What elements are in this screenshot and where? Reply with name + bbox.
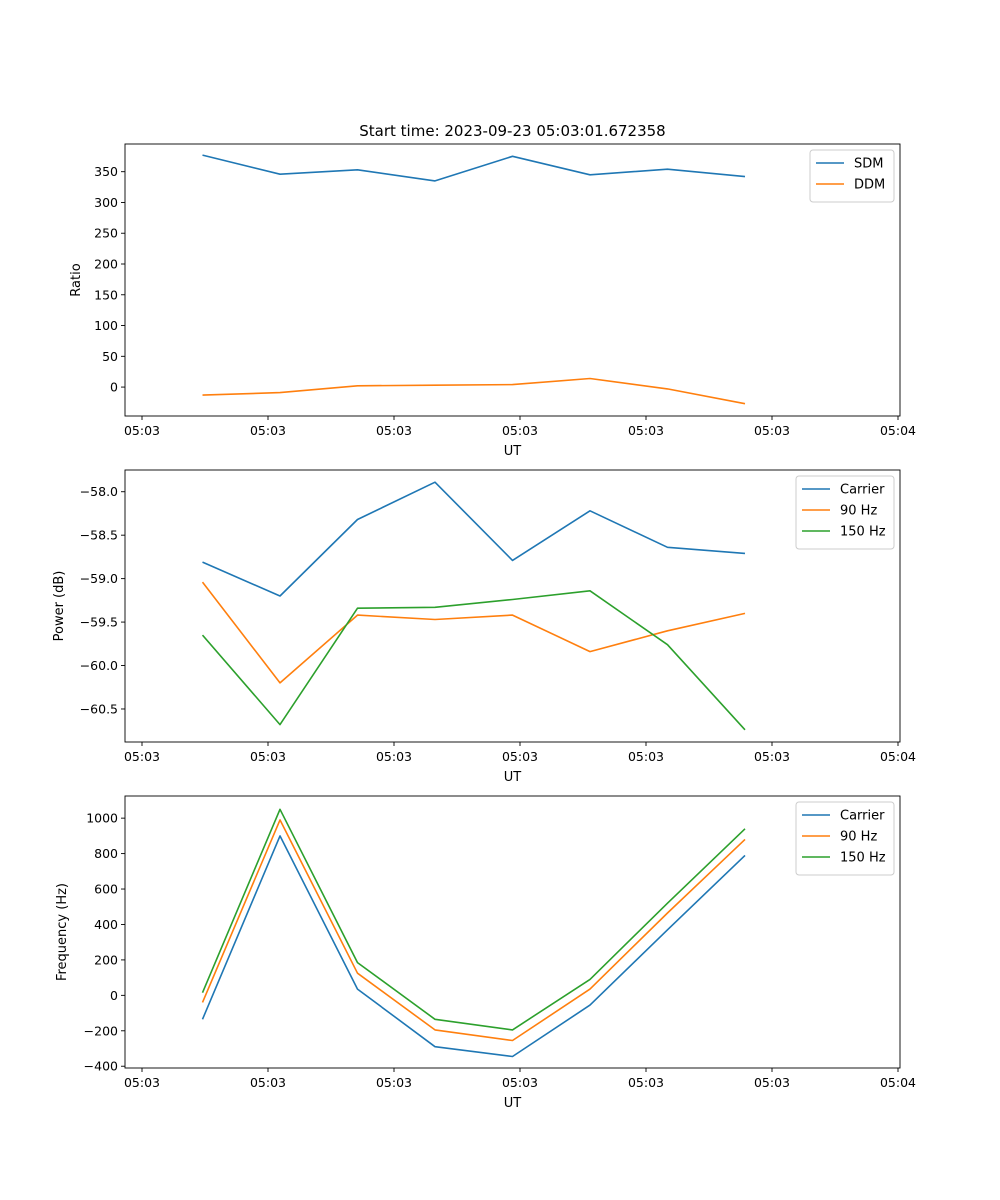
chart-1: 05:03 05:03 05:03 05:03 05:03 05:03 05:04 0 50 10…	[69, 122, 916, 459]
y-tick-label: −58.5	[80, 528, 118, 543]
y-axis-label: Power (dB)	[52, 571, 67, 642]
y-tick-label: 350	[94, 164, 118, 179]
y-axis-label: Ratio	[69, 263, 84, 296]
y-tick-label: 600	[94, 882, 118, 897]
y-tick-label: −60.0	[80, 658, 118, 673]
x-tick-label: 05:03	[250, 749, 286, 764]
x-tick-label: 05:03	[502, 749, 538, 764]
y-tick-label: 0	[110, 988, 118, 1003]
y-tick-label: 250	[94, 226, 118, 241]
x-tick-label: 05:03	[754, 423, 790, 438]
y-tick-label: 1000	[86, 811, 118, 826]
y-tick-label: −59.5	[80, 615, 118, 630]
series-line-90-hz	[201, 819, 746, 1042]
legend-label: 90 Hz	[840, 830, 877, 845]
x-axis-label: UT	[504, 1096, 522, 1111]
x-axis-label: UT	[504, 770, 522, 785]
x-tick-label: 05:03	[376, 1075, 412, 1090]
x-tick-label: 05:03	[124, 749, 160, 764]
series-line-sdm	[202, 154, 746, 182]
y-tick-label: 100	[94, 318, 118, 333]
x-tick-label: 05:03	[502, 423, 538, 438]
series-line-ddm	[202, 377, 746, 405]
y-tick-label: 300	[94, 195, 118, 210]
legend: SDM DDM	[809, 149, 895, 203]
legend-label: 150 Hz	[840, 525, 886, 540]
y-axis-label: Frequency (Hz)	[55, 883, 70, 981]
series-line-carrier	[202, 481, 746, 597]
x-tick-label: 05:03	[250, 1075, 286, 1090]
y-tick-label: 0	[110, 380, 118, 395]
plot-frame	[124, 469, 901, 743]
chart-2: 05:03 05:03 05:03 05:03 05:03 05:03 05:04 −60.5…	[52, 469, 916, 785]
chart-title: Start time: 2023-09-23 05:03:01.672358	[359, 122, 665, 140]
x-axis-label: UT	[504, 444, 522, 459]
y-tick-label: −200	[84, 1023, 118, 1038]
plot-frame	[124, 795, 901, 1069]
y-tick-label: −59.0	[80, 571, 118, 586]
x-tick-label: 05:03	[250, 423, 286, 438]
x-tick-label: 05:03	[628, 749, 664, 764]
chart-3: 05:03 05:03 05:03 05:03 05:03 05:03 05:04 −400 −…	[55, 795, 916, 1111]
legend-label: 90 Hz	[840, 504, 877, 519]
legend-label: DDM	[854, 178, 885, 193]
series-line-carrier	[201, 835, 746, 1058]
series-line-150-hz	[201, 589, 746, 731]
x-tick-label: 05:03	[124, 423, 160, 438]
x-tick-label: 05:04	[880, 749, 916, 764]
series-line-150-hz	[201, 808, 746, 1031]
plot-frame	[124, 143, 901, 417]
x-tick-label: 05:04	[880, 423, 916, 438]
y-tick-label: 200	[94, 257, 118, 272]
legend-label: SDM	[854, 157, 883, 172]
x-tick-label: 05:03	[124, 1075, 160, 1090]
legend-label: Carrier	[840, 483, 885, 498]
x-tick-label: 05:03	[376, 749, 412, 764]
legend: Carrier 90 Hz 150 Hz	[795, 801, 895, 876]
y-tick-label: −400	[84, 1059, 118, 1074]
legend: Carrier 90 Hz 150 Hz	[795, 475, 895, 550]
x-tick-label: 05:04	[880, 1075, 916, 1090]
x-tick-label: 05:03	[376, 423, 412, 438]
y-tick-label: 50	[102, 349, 118, 364]
legend-label: Carrier	[840, 809, 885, 824]
x-tick-label: 05:03	[628, 423, 664, 438]
y-tick-label: 400	[94, 917, 118, 932]
y-tick-label: 800	[94, 846, 118, 861]
x-tick-label: 05:03	[754, 749, 790, 764]
y-tick-label: 200	[94, 952, 118, 967]
legend-label: 150 Hz	[840, 851, 886, 866]
x-tick-label: 05:03	[754, 1075, 790, 1090]
x-tick-label: 05:03	[628, 1075, 664, 1090]
y-tick-label: −58.0	[80, 484, 118, 499]
y-tick-label: −60.5	[80, 701, 118, 716]
x-tick-label: 05:03	[502, 1075, 538, 1090]
series-line-90-hz	[201, 581, 746, 684]
y-tick-label: 150	[94, 287, 118, 302]
